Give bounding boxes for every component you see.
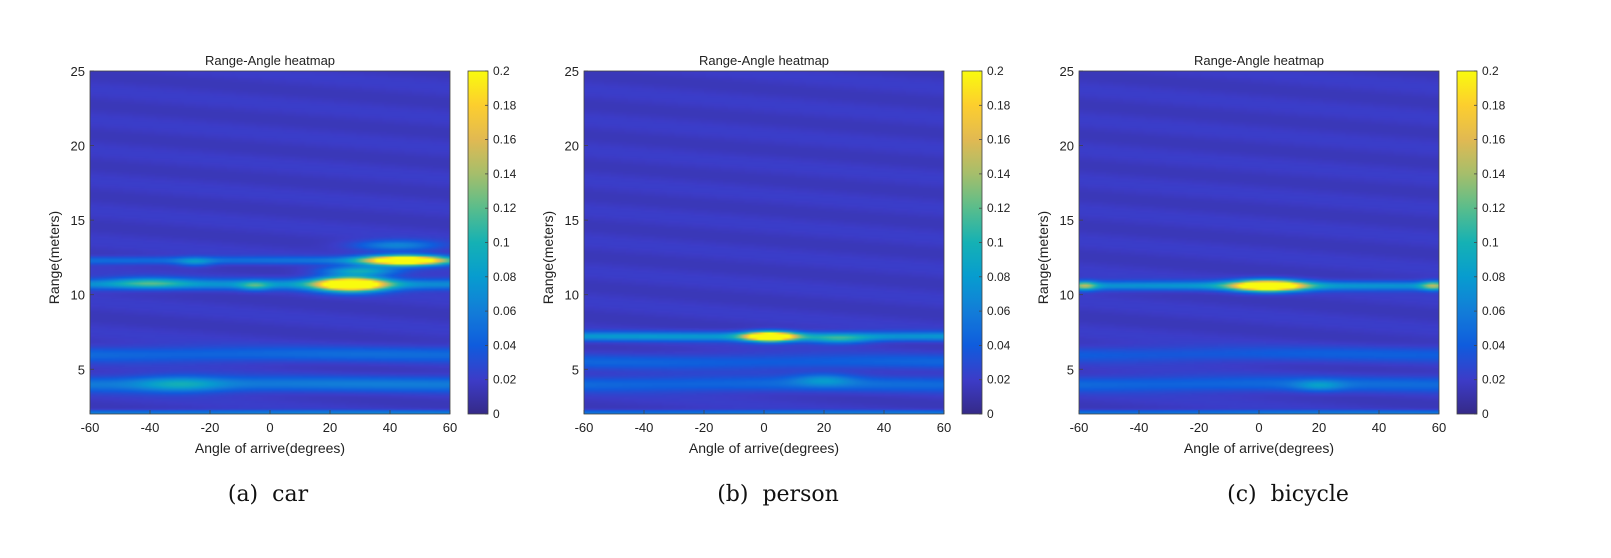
- heatmap-raster: [1079, 71, 1439, 414]
- y-tick-label: 15: [71, 213, 85, 228]
- colorbar-tick-label: 0.08: [493, 270, 517, 284]
- colorbar-tick-label: 0.04: [987, 338, 1011, 352]
- colorbar-tick-label: 0.08: [1482, 270, 1506, 284]
- colorbar-tick-label: 0.08: [987, 270, 1011, 284]
- colorbar-tick-label: 0.06: [987, 304, 1011, 318]
- caption-a-text: car: [272, 482, 309, 507]
- x-tick-label: -60: [81, 420, 100, 435]
- caption-a-label: (a): [227, 482, 259, 507]
- caption-b-label: (b): [717, 482, 749, 507]
- chart-title: Range-Angle heatmap: [205, 53, 335, 68]
- x-tick-label: 20: [323, 420, 337, 435]
- x-tick-label: 60: [937, 420, 951, 435]
- colorbar-tick-label: 0.18: [493, 98, 517, 112]
- colorbar-tick-label: 0.1: [1482, 236, 1499, 250]
- caption-a: (a) car: [118, 482, 418, 507]
- y-axis-label: Range(meters): [1035, 211, 1051, 304]
- colorbar-tick-label: 0.12: [1482, 201, 1506, 215]
- chart-title: Range-Angle heatmap: [699, 53, 829, 68]
- colorbar-tick-label: 0.04: [493, 338, 517, 352]
- colorbar-tick-label: 0.02: [1482, 373, 1506, 387]
- y-tick-label: 20: [71, 139, 85, 154]
- colorbar-tick-label: 0.12: [493, 201, 517, 215]
- colorbar-tick-label: 0: [1482, 407, 1489, 421]
- colorbar-tick-label: 0: [987, 407, 994, 421]
- colorbar-tick-label: 0.16: [1482, 133, 1506, 147]
- x-tick-label: 40: [877, 420, 891, 435]
- heatmap-raster: [584, 71, 944, 414]
- y-tick-label: 5: [1067, 362, 1074, 377]
- caption-c-text: bicycle: [1270, 482, 1349, 507]
- colorbar-tick-label: 0.04: [1482, 338, 1506, 352]
- x-tick-label: 40: [1372, 420, 1386, 435]
- x-axis-label: Angle of arrive(degrees): [1184, 440, 1334, 456]
- x-tick-label: 60: [443, 420, 457, 435]
- x-tick-label: 40: [383, 420, 397, 435]
- colorbar-tick-label: 0: [493, 407, 500, 421]
- x-tick-label: 0: [266, 420, 273, 435]
- y-tick-label: 15: [1060, 213, 1074, 228]
- colorbar-tick-label: 0.14: [493, 167, 517, 181]
- y-tick-label: 20: [565, 139, 579, 154]
- colorbar-tick-label: 0.1: [493, 236, 510, 250]
- colorbar-tick-label: 0.18: [987, 98, 1011, 112]
- y-tick-label: 25: [1060, 64, 1074, 79]
- y-tick-label: 10: [565, 288, 579, 303]
- y-tick-label: 10: [71, 288, 85, 303]
- x-tick-label: 0: [1255, 420, 1262, 435]
- colorbar-tick-label: 0.14: [1482, 167, 1506, 181]
- colorbar-tick-label: 0.06: [1482, 304, 1506, 318]
- heatmap-panel-0: Range-Angle heatmap -60 -40 -20 0 20 40 60 5 10 15…: [46, 53, 517, 456]
- caption-c: (c) bicycle: [1138, 482, 1438, 507]
- colorbar-tick-label: 0.06: [493, 304, 517, 318]
- x-tick-label: 0: [760, 420, 767, 435]
- x-tick-label: -20: [201, 420, 220, 435]
- y-tick-label: 25: [71, 64, 85, 79]
- x-axis-label: Angle of arrive(degrees): [689, 440, 839, 456]
- x-tick-label: -40: [141, 420, 160, 435]
- y-axis-label: Range(meters): [46, 211, 62, 304]
- y-tick-label: 20: [1060, 139, 1074, 154]
- colorbar-tick-label: 0.14: [987, 167, 1011, 181]
- x-tick-label: -60: [575, 420, 594, 435]
- caption-b-text: person: [762, 482, 839, 507]
- x-tick-label: -20: [695, 420, 714, 435]
- y-axis-label: Range(meters): [540, 211, 556, 304]
- caption-b: (b) person: [628, 482, 928, 507]
- colorbar-tick-label: 0.16: [493, 133, 517, 147]
- colorbar-tick-label: 0.16: [987, 133, 1011, 147]
- y-tick-label: 25: [565, 64, 579, 79]
- caption-c-label: (c): [1227, 482, 1257, 507]
- colorbar-tick-label: 0.02: [493, 373, 517, 387]
- y-tick-label: 15: [565, 213, 579, 228]
- colorbar-tick-label: 0.2: [987, 64, 1004, 78]
- heatmap-raster: [90, 71, 450, 414]
- colorbar-tick-label: 0.12: [987, 201, 1011, 215]
- colorbar-tick-label: 0.2: [1482, 64, 1499, 78]
- colorbar-tick-label: 0.1: [987, 236, 1004, 250]
- x-tick-label: 20: [1312, 420, 1326, 435]
- y-tick-label: 5: [572, 362, 579, 377]
- heatmap-panel-1: Range-Angle heatmap -60 -40 -20 0 20 40 60 5 10 15…: [540, 53, 1011, 456]
- x-tick-label: -40: [1130, 420, 1149, 435]
- x-tick-label: -60: [1070, 420, 1089, 435]
- chart-title: Range-Angle heatmap: [1194, 53, 1324, 68]
- x-axis-label: Angle of arrive(degrees): [195, 440, 345, 456]
- colorbar-tick-label: 0.02: [987, 373, 1011, 387]
- heatmap-panel-2: Range-Angle heatmap -60 -40 -20 0 20 40 60 5 10 15…: [1035, 53, 1506, 456]
- x-tick-label: 60: [1432, 420, 1446, 435]
- colorbar-tick-label: 0.18: [1482, 98, 1506, 112]
- x-tick-label: 20: [817, 420, 831, 435]
- x-tick-label: -40: [635, 420, 654, 435]
- x-tick-label: -20: [1190, 420, 1209, 435]
- y-tick-label: 10: [1060, 288, 1074, 303]
- colorbar-tick-label: 0.2: [493, 64, 510, 78]
- y-tick-label: 5: [78, 362, 85, 377]
